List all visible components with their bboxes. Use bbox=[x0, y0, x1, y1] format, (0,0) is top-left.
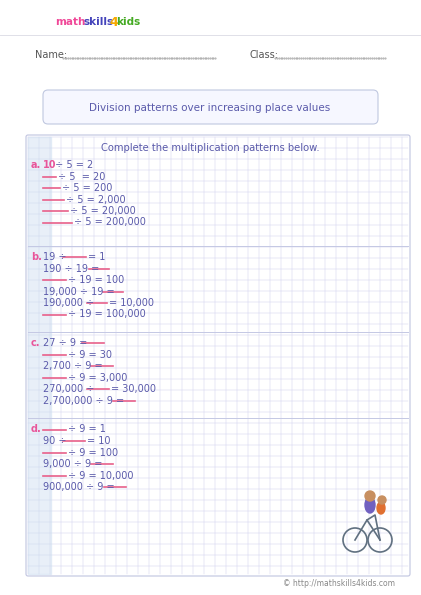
Text: 27 ÷ 9 =: 27 ÷ 9 = bbox=[43, 338, 91, 348]
Text: 10: 10 bbox=[43, 160, 56, 170]
Text: ÷ 9 = 1: ÷ 9 = 1 bbox=[68, 424, 106, 434]
FancyBboxPatch shape bbox=[43, 90, 378, 124]
Text: = 1: = 1 bbox=[88, 252, 105, 262]
Text: Class:: Class: bbox=[250, 50, 279, 60]
Text: kids: kids bbox=[116, 17, 140, 27]
Text: ÷ 5 = 200: ÷ 5 = 200 bbox=[62, 183, 112, 193]
Text: ÷ 9 = 100: ÷ 9 = 100 bbox=[68, 447, 118, 458]
Text: Complete the multiplication patterns below.: Complete the multiplication patterns bel… bbox=[101, 143, 319, 153]
Text: 19,000 ÷ 19 =: 19,000 ÷ 19 = bbox=[43, 287, 118, 296]
Text: 2,700,000 ÷ 9 =: 2,700,000 ÷ 9 = bbox=[43, 396, 127, 406]
Text: math: math bbox=[55, 17, 85, 27]
Circle shape bbox=[378, 496, 386, 504]
Text: 270,000 ÷: 270,000 ÷ bbox=[43, 384, 98, 394]
Circle shape bbox=[365, 491, 375, 501]
Text: c.: c. bbox=[31, 338, 40, 348]
Text: ÷ 5 = 2: ÷ 5 = 2 bbox=[52, 160, 93, 170]
Text: 19 ÷: 19 ÷ bbox=[43, 252, 69, 262]
Text: = 10: = 10 bbox=[87, 436, 110, 446]
Text: ÷ 9 = 3,000: ÷ 9 = 3,000 bbox=[68, 372, 128, 383]
Text: a.: a. bbox=[31, 160, 41, 170]
Text: 9,000 ÷ 9 =: 9,000 ÷ 9 = bbox=[43, 459, 106, 469]
Text: ÷ 5  = 20: ÷ 5 = 20 bbox=[58, 171, 105, 181]
Text: 900,000 ÷ 9 =: 900,000 ÷ 9 = bbox=[43, 482, 118, 492]
Text: 2,700 ÷ 9 =: 2,700 ÷ 9 = bbox=[43, 361, 106, 371]
Text: skills: skills bbox=[84, 17, 114, 27]
Text: ÷ 5 = 20,000: ÷ 5 = 20,000 bbox=[70, 206, 136, 216]
Text: = 30,000: = 30,000 bbox=[111, 384, 156, 394]
Ellipse shape bbox=[365, 497, 375, 513]
Text: d.: d. bbox=[31, 424, 42, 434]
Text: = 10,000: = 10,000 bbox=[109, 298, 154, 308]
Text: 4: 4 bbox=[109, 15, 118, 29]
Text: ÷ 19 = 100: ÷ 19 = 100 bbox=[68, 275, 124, 285]
Text: ÷ 5 = 200,000: ÷ 5 = 200,000 bbox=[74, 218, 146, 227]
Text: Name:: Name: bbox=[35, 50, 67, 60]
Text: © http://mathskills4kids.com: © http://mathskills4kids.com bbox=[283, 578, 395, 587]
Text: 90 ÷: 90 ÷ bbox=[43, 436, 69, 446]
Text: b.: b. bbox=[31, 252, 42, 262]
Text: 190 ÷ 19 =: 190 ÷ 19 = bbox=[43, 264, 102, 274]
Text: 190,000 ÷: 190,000 ÷ bbox=[43, 298, 97, 308]
Text: Division patterns over increasing place values: Division patterns over increasing place … bbox=[89, 103, 330, 113]
Text: ÷ 9 = 30: ÷ 9 = 30 bbox=[68, 350, 112, 360]
Text: ÷ 9 = 10,000: ÷ 9 = 10,000 bbox=[68, 471, 133, 481]
Ellipse shape bbox=[377, 502, 385, 514]
Text: ÷ 19 = 100,000: ÷ 19 = 100,000 bbox=[68, 309, 146, 320]
Text: ÷ 5 = 2,000: ÷ 5 = 2,000 bbox=[66, 195, 125, 205]
